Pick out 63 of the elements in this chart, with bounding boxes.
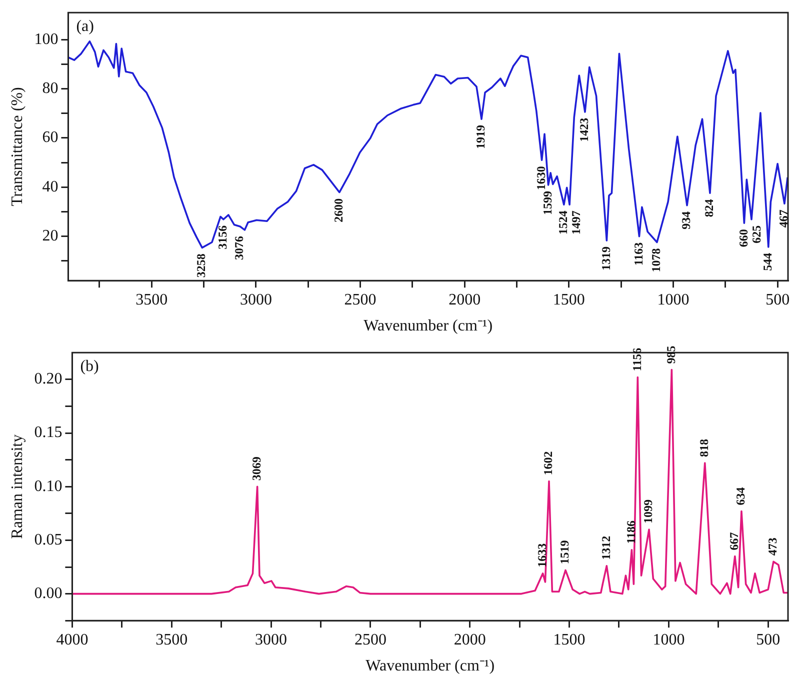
annotation: 3258 — [194, 254, 208, 278]
annotation: 1633 — [534, 543, 549, 568]
annotation: 667 — [727, 532, 742, 550]
annotation: 3076 — [232, 236, 246, 260]
x-tick-label: 2000 — [454, 631, 486, 648]
y-axis-title: Transmittance (%) — [8, 87, 26, 206]
annotation: 467 — [776, 210, 791, 228]
y-tick-label: 40 — [42, 178, 58, 196]
annotation: 1312 — [598, 536, 613, 560]
annotation: 1919 — [474, 125, 488, 150]
y-tick-label: 0.10 — [34, 478, 62, 495]
annotation: 1099 — [641, 499, 656, 524]
annotation: 3156 — [216, 225, 230, 250]
annotation: 934 — [679, 211, 694, 230]
y-tick-label: 100 — [34, 30, 58, 48]
x-tick-label: 3500 — [156, 631, 188, 648]
y-tick-label: 0.05 — [34, 531, 62, 548]
annotation: 1156 — [630, 348, 644, 372]
x-tick-label: 2500 — [354, 631, 386, 648]
y-tick-label: 0.15 — [34, 424, 62, 442]
annotation: 985 — [664, 346, 678, 364]
annotation: 660 — [736, 229, 750, 248]
annotation: 1497 — [569, 210, 584, 235]
annotation: 634 — [734, 487, 748, 506]
x-tick-label: 2500 — [344, 291, 376, 308]
x-axis-title: Wavenumber (cm⁻¹) — [364, 318, 493, 335]
annotation: 473 — [766, 538, 780, 556]
annotation: 818 — [696, 439, 711, 458]
x-tick-label: 3000 — [240, 291, 272, 308]
annotation: 3069 — [249, 456, 264, 481]
annotation: 1163 — [631, 242, 646, 266]
x-tick-label: 4000 — [56, 631, 88, 648]
x-tick-label: 3000 — [255, 631, 288, 648]
annotation: 1078 — [649, 248, 664, 272]
annotation: 1186 — [624, 520, 638, 544]
annotation: 1319 — [598, 246, 613, 271]
x-tick-label: 1500 — [552, 291, 585, 308]
x-tick-label: 1000 — [657, 291, 690, 308]
annotation: 1630 — [534, 166, 548, 190]
annotation: 544 — [760, 252, 774, 271]
x-axis-title: Wavenumber (cm⁻¹) — [366, 658, 495, 675]
y-tick-label: 80 — [42, 80, 58, 98]
y-tick-label: 0.00 — [34, 585, 62, 602]
x-tick-label: 1500 — [553, 631, 586, 648]
y-tick-label: 60 — [42, 129, 58, 146]
x-tick-label: 500 — [756, 631, 780, 648]
x-tick-label: 1000 — [652, 631, 685, 648]
x-tick-label: 3500 — [136, 291, 168, 308]
annotation: 1599 — [540, 190, 554, 215]
y-tick-label: 0.20 — [34, 370, 62, 388]
annotation: 1602 — [541, 451, 556, 476]
annotation: 2600 — [332, 198, 346, 222]
annotation: (a) — [76, 18, 94, 35]
y-tick-label: 20 — [42, 228, 58, 245]
y-axis-title: Raman intensity — [8, 434, 26, 539]
annotation: 1423 — [577, 118, 592, 142]
annotation: (b) — [80, 358, 99, 375]
annotation: 824 — [702, 199, 716, 218]
annotation: 1524 — [556, 210, 570, 235]
x-tick-label: 2000 — [448, 291, 481, 308]
annotation: 625 — [749, 225, 764, 244]
annotation: 1519 — [558, 540, 572, 564]
x-tick-label: 500 — [766, 291, 790, 308]
